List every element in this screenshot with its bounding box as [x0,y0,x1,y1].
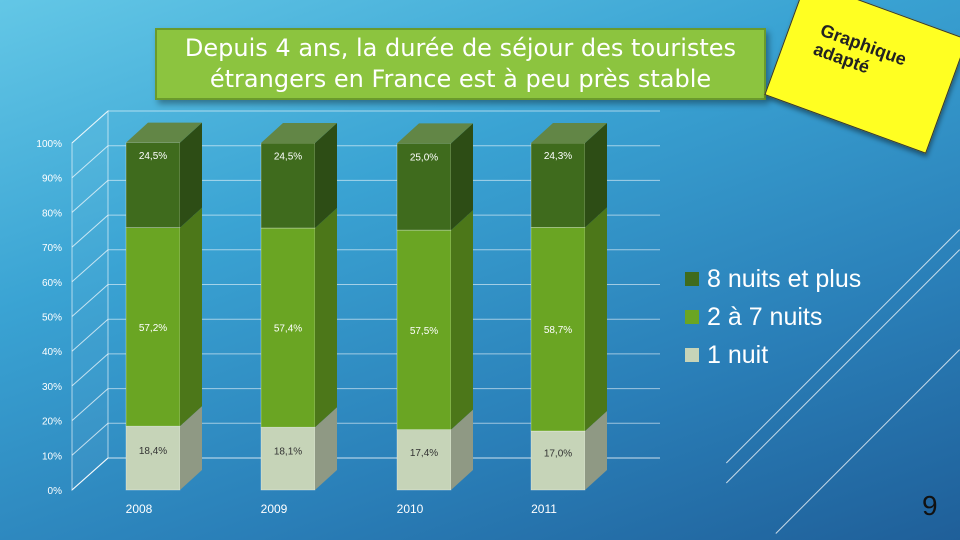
gridline-slant [71,110,109,144]
bar-segment-side [180,406,202,490]
data-label: 58,7% [544,325,572,336]
bar-segment-front [260,142,316,229]
gridline-slant [71,457,109,491]
x-tick-label: 2008 [126,502,153,516]
bar-segment-front [396,143,452,231]
data-label: 57,2% [139,323,167,334]
bar-segment-side [180,122,202,228]
gridline-slant [71,214,109,248]
legend-label-2-7-nuits: 2 à 7 nuits [707,302,823,331]
legend-label-8-nuits: 8 nuits et plus [707,264,862,293]
legend-item-8-nuits: 8 nuits et plus [685,260,861,298]
bar-segment-side [180,207,202,427]
legend-swatch-1-nuit [685,348,699,362]
bar-top [397,123,473,144]
bar-segment-side [451,210,473,430]
gridline-slant [71,284,109,317]
legend-label-1-nuit: 1 nuit [707,340,769,369]
chart-bars [125,122,607,491]
legend-swatch-2-7-nuits [685,310,699,324]
x-tick-label: 2009 [261,502,288,516]
bar-segment-side [451,409,473,490]
chart-axis: 0% 10% 20% 30% 40% 50% 60% 70% 80% 90% 100% 2008 200… [36,139,557,516]
bar-segment-front [260,426,316,491]
bar-segment-front [530,227,586,432]
gridline-slant [71,353,109,387]
bar-top [261,123,337,143]
data-label: 24,3% [544,151,572,162]
y-tick-label: 60% [42,278,62,289]
bar-segment-front [530,430,586,491]
y-tick-label: 90% [42,174,62,185]
gridline-slant [71,318,109,352]
data-label: 24,5% [274,152,302,163]
y-tick-label: 10% [42,451,62,462]
y-tick-label: 0% [48,486,63,497]
y-tick-label: 100% [36,139,62,150]
title-line-1: Depuis 4 ans, la durée de séjour des tou… [184,34,737,62]
y-tick-label: 20% [42,417,62,428]
bar-segment-front [396,229,452,430]
bar-segment-side [585,411,607,490]
bar-segment-front [260,227,316,428]
data-label: 18,1% [274,447,302,458]
data-label: 17,4% [410,448,438,459]
legend-item-2-7-nuits: 2 à 7 nuits [685,298,861,336]
y-tick-label: 80% [42,208,62,219]
title-line-2: étrangers en France est à peu près stabl… [209,65,712,93]
page-number: 9 [922,490,938,521]
bar-segment-front [125,142,181,228]
bar-top [531,123,607,143]
bar-segment-front [125,425,181,491]
y-tick-label: 30% [42,382,62,393]
y-tick-label: 50% [42,313,62,324]
data-label: 57,5% [410,326,438,337]
data-label: 57,4% [274,324,302,335]
bar-segment-side [315,407,337,490]
bar-segment-side [315,123,337,229]
bar-segment-side [315,208,337,428]
x-tick-label: 2010 [397,502,424,516]
gridline-slant [71,388,109,421]
bar-segment-front [530,142,586,228]
gridline-slant [71,180,109,213]
y-tick-label: 40% [42,347,62,358]
legend-item-1-nuit: 1 nuit [685,336,861,374]
bar-segment-side [585,207,607,432]
slide-title: Depuis 4 ans, la durée de séjour des tou… [155,28,766,100]
chart-data-labels: 18,4% 57,2% 24,5% 18,1% 57,4% 24,5% 17,4% 57,5%… [139,151,572,459]
data-label: 25,0% [410,153,438,164]
gridline-slant [71,422,109,456]
data-label: 17,0% [544,449,572,460]
gridline-slant [71,249,109,283]
bar-segment-side [585,123,607,228]
chart-legend: 8 nuits et plus 2 à 7 nuits 1 nuit [685,260,861,374]
x-tick-label: 2011 [531,502,557,516]
bar-segment-front [396,429,452,491]
y-tick-label: 70% [42,243,62,254]
legend-swatch-8-nuits [685,272,699,286]
data-label: 18,4% [139,446,167,457]
gridline-slant [71,145,109,179]
data-label: 24,5% [139,151,167,162]
bar-top [126,122,202,143]
bar-segment-side [451,123,473,231]
